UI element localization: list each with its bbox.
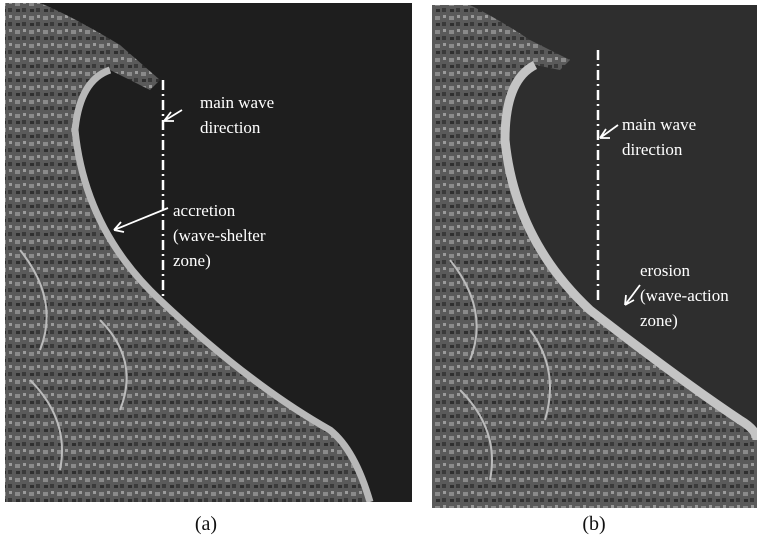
caption: (a) (195, 513, 217, 535)
annotation-line: direction (200, 118, 261, 137)
annotation-line: zone) (173, 251, 211, 270)
annotation-line: zone) (640, 311, 678, 330)
figure: main wave direction accretion (wave-shel… (0, 0, 762, 540)
annotation-line: (wave-shelter (173, 226, 266, 245)
annotation-line: main wave (622, 115, 696, 134)
annotation-line: main wave (200, 93, 274, 112)
annotation-line: (wave-action (640, 286, 729, 305)
panel-b-image (432, 5, 757, 508)
annotation-line: erosion (640, 261, 691, 280)
annotation-line: accretion (173, 201, 236, 220)
annotation-line: direction (622, 140, 683, 159)
caption: (b) (582, 513, 605, 535)
